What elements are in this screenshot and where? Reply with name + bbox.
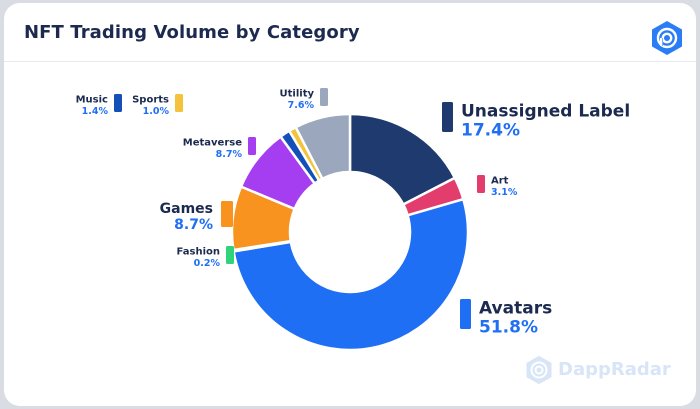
slice-utility [294, 112, 352, 180]
swatch-music [114, 94, 122, 112]
swatch-unassigned-label [442, 102, 453, 132]
swatch-utility [320, 88, 328, 106]
label-name-music: Music [76, 95, 108, 106]
label-name-utility: Utility [280, 89, 315, 100]
swatch-metaverse [248, 137, 256, 155]
label-name-avatars: Avatars [479, 298, 552, 318]
label-name-unassigned-label: Unassigned Label [461, 101, 630, 121]
dappradar-watermark: DappRadar [524, 355, 674, 385]
swatch-sports [175, 94, 183, 112]
watermark-text: DappRadar [558, 359, 671, 380]
label-value-utility: 7.6% [288, 100, 315, 111]
slice-avatars [232, 197, 470, 352]
swatch-games [221, 201, 233, 227]
label-name-metaverse: Metaverse [183, 138, 242, 149]
dappradar-logo-icon [652, 21, 682, 55]
label-value-games: 8.7% [174, 217, 213, 233]
label-value-unassigned-label: 17.4% [461, 120, 520, 140]
swatch-avatars [460, 299, 471, 329]
chart-title: NFT Trading Volume by Category [24, 22, 360, 43]
swatch-fashion [226, 246, 234, 264]
label-name-sports: Sports [132, 95, 169, 106]
swatch-art [477, 175, 485, 193]
label-value-avatars: 51.8% [479, 317, 538, 337]
label-value-fashion: 0.2% [194, 258, 221, 269]
label-value-sports: 1.0% [143, 106, 170, 117]
chart-card: NFT Trading Volume by Category Unassigne… [4, 3, 696, 406]
label-value-music: 1.4% [82, 106, 109, 117]
label-name-art: Art [491, 176, 509, 187]
title-divider [4, 61, 696, 62]
label-name-games: Games [160, 201, 213, 217]
label-name-fashion: Fashion [177, 247, 220, 258]
label-value-metaverse: 8.7% [216, 149, 243, 160]
dappradar-watermark-icon [526, 355, 552, 385]
label-value-art: 3.1% [491, 187, 518, 198]
